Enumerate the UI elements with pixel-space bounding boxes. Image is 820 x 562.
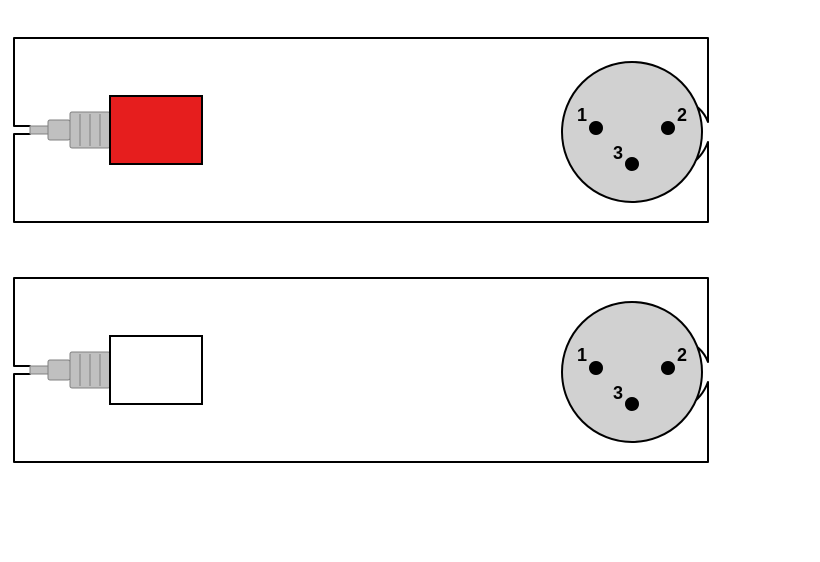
background: [0, 0, 820, 562]
xlr-pin-1-bottom: [589, 361, 603, 375]
xlr-pin-label-2-top: 2: [677, 105, 687, 125]
xlr-pin-label-3-top: 3: [613, 143, 623, 163]
xlr-pin-1-top: [589, 121, 603, 135]
rca-pin-bottom: [30, 366, 48, 374]
xlr-pin-2-bottom: [661, 361, 675, 375]
xlr-pin-3-bottom: [625, 397, 639, 411]
rca-pin-top: [30, 126, 48, 134]
xlr-pin-label-2-bottom: 2: [677, 345, 687, 365]
rca-body-top: [110, 96, 202, 164]
xlr-pin-label-3-bottom: 3: [613, 383, 623, 403]
wiring-diagram: 1 2 3 1 2 3: [0, 0, 820, 562]
rca-plug-tip-bottom: [48, 360, 70, 380]
xlr-pin-2-top: [661, 121, 675, 135]
xlr-pin-3-top: [625, 157, 639, 171]
xlr-pin-label-1-bottom: 1: [577, 345, 587, 365]
xlr-body-top: [562, 62, 702, 202]
xlr-pin-label-1-top: 1: [577, 105, 587, 125]
rca-body-bottom: [110, 336, 202, 404]
xlr-body-bottom: [562, 302, 702, 442]
rca-plug-tip-top: [48, 120, 70, 140]
